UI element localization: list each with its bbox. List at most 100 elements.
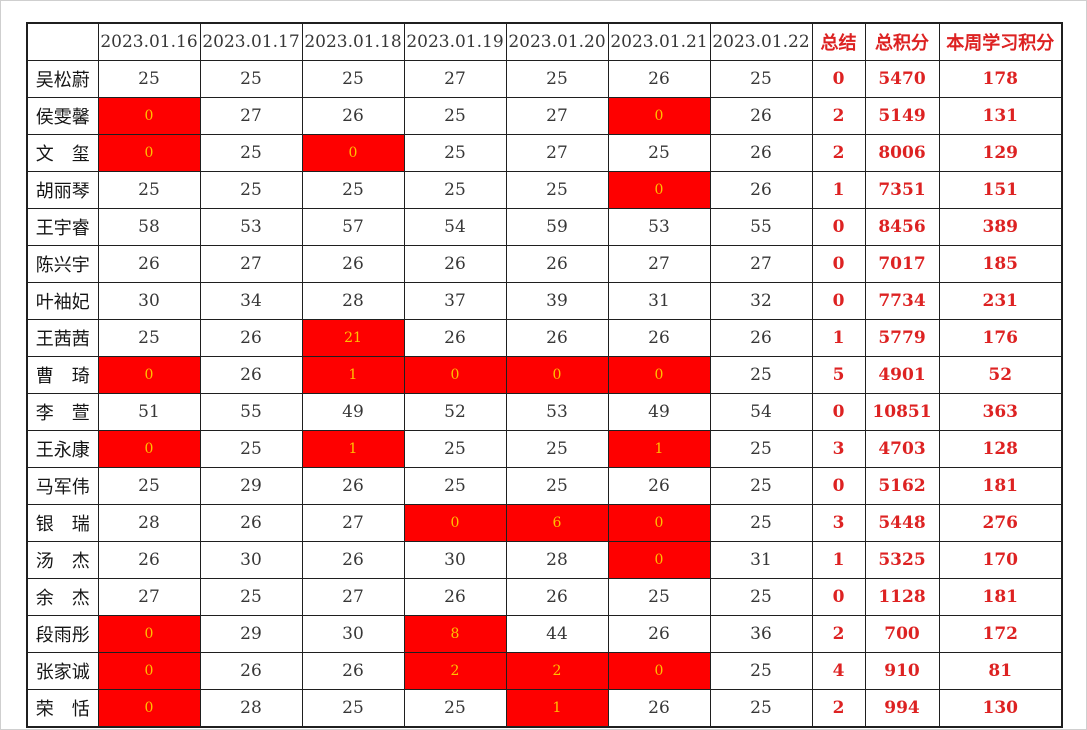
day-score-cell-flagged[interactable]: 0 bbox=[607, 541, 711, 579]
day-score-cell-flagged[interactable]: 1 bbox=[505, 689, 609, 728]
day-score-cell[interactable]: 27 bbox=[199, 97, 303, 135]
day-score-cell[interactable]: 25 bbox=[199, 430, 303, 468]
total-points-cell[interactable]: 8006 bbox=[864, 134, 940, 172]
week-points-cell[interactable]: 130 bbox=[938, 689, 1063, 728]
day-score-cell-flagged[interactable]: 0 bbox=[97, 356, 201, 394]
week-points-cell[interactable]: 176 bbox=[938, 319, 1063, 357]
day-score-cell[interactable]: 25 bbox=[505, 60, 609, 98]
day-score-cell[interactable]: 26 bbox=[403, 578, 507, 616]
day-score-cell[interactable]: 51 bbox=[97, 393, 201, 431]
total-points-cell[interactable]: 5448 bbox=[864, 504, 940, 542]
day-score-cell[interactable]: 28 bbox=[97, 504, 201, 542]
day-score-cell[interactable]: 32 bbox=[709, 282, 813, 320]
total-points-cell[interactable]: 700 bbox=[864, 615, 940, 653]
week-points-cell[interactable]: 389 bbox=[938, 208, 1063, 246]
day-score-cell[interactable]: 26 bbox=[709, 134, 813, 172]
date-column-header[interactable]: 2023.01.17 bbox=[199, 22, 303, 61]
day-score-cell[interactable]: 39 bbox=[505, 282, 609, 320]
day-score-cell[interactable]: 26 bbox=[199, 652, 303, 690]
day-score-cell[interactable]: 31 bbox=[709, 541, 813, 579]
summary-count-cell[interactable]: 2 bbox=[811, 134, 866, 172]
student-name-cell[interactable]: 马军伟 bbox=[26, 467, 99, 505]
day-score-cell[interactable]: 30 bbox=[97, 282, 201, 320]
student-name-cell[interactable]: 银 瑞 bbox=[26, 504, 99, 542]
summary-count-cell[interactable]: 1 bbox=[811, 541, 866, 579]
day-score-cell[interactable]: 25 bbox=[709, 578, 813, 616]
day-score-cell-flagged[interactable]: 0 bbox=[403, 504, 507, 542]
day-score-cell-flagged[interactable]: 1 bbox=[607, 430, 711, 468]
day-score-cell[interactable]: 25 bbox=[403, 467, 507, 505]
week-points-cell[interactable]: 81 bbox=[938, 652, 1063, 690]
student-name-cell[interactable]: 文 玺 bbox=[26, 134, 99, 172]
day-score-cell[interactable]: 25 bbox=[301, 171, 405, 209]
day-score-cell[interactable]: 25 bbox=[97, 319, 201, 357]
total-points-cell[interactable]: 7351 bbox=[864, 171, 940, 209]
day-score-cell[interactable]: 27 bbox=[403, 60, 507, 98]
week-points-cell[interactable]: 151 bbox=[938, 171, 1063, 209]
summary-count-cell[interactable]: 1 bbox=[811, 319, 866, 357]
summary-count-cell[interactable]: 0 bbox=[811, 282, 866, 320]
total-points-column-header[interactable]: 总积分 bbox=[864, 22, 940, 61]
student-name-cell[interactable]: 李 萱 bbox=[26, 393, 99, 431]
student-name-cell[interactable]: 侯雯馨 bbox=[26, 97, 99, 135]
summary-count-cell[interactable]: 4 bbox=[811, 652, 866, 690]
summary-count-cell[interactable]: 1 bbox=[811, 171, 866, 209]
day-score-cell[interactable]: 26 bbox=[403, 245, 507, 283]
total-points-cell[interactable]: 7017 bbox=[864, 245, 940, 283]
day-score-cell[interactable]: 25 bbox=[709, 689, 813, 728]
day-score-cell[interactable]: 27 bbox=[97, 578, 201, 616]
day-score-cell[interactable]: 25 bbox=[505, 171, 609, 209]
student-name-cell[interactable]: 王永康 bbox=[26, 430, 99, 468]
day-score-cell-flagged[interactable]: 0 bbox=[403, 356, 507, 394]
day-score-cell[interactable]: 26 bbox=[301, 97, 405, 135]
total-points-cell[interactable]: 10851 bbox=[864, 393, 940, 431]
day-score-cell[interactable]: 53 bbox=[199, 208, 303, 246]
day-score-cell-flagged[interactable]: 2 bbox=[505, 652, 609, 690]
day-score-cell[interactable]: 25 bbox=[403, 689, 507, 728]
day-score-cell[interactable]: 26 bbox=[301, 541, 405, 579]
day-score-cell[interactable]: 30 bbox=[301, 615, 405, 653]
day-score-cell[interactable]: 54 bbox=[709, 393, 813, 431]
day-score-cell[interactable]: 26 bbox=[709, 97, 813, 135]
student-name-cell[interactable]: 王宇睿 bbox=[26, 208, 99, 246]
day-score-cell[interactable]: 25 bbox=[709, 504, 813, 542]
summary-count-cell[interactable]: 2 bbox=[811, 689, 866, 728]
day-score-cell[interactable]: 26 bbox=[199, 319, 303, 357]
day-score-cell-flagged[interactable]: 0 bbox=[607, 171, 711, 209]
summary-count-cell[interactable]: 0 bbox=[811, 245, 866, 283]
day-score-cell-flagged[interactable]: 2 bbox=[403, 652, 507, 690]
day-score-cell-flagged[interactable]: 6 bbox=[505, 504, 609, 542]
day-score-cell[interactable]: 49 bbox=[301, 393, 405, 431]
total-points-cell[interactable]: 8456 bbox=[864, 208, 940, 246]
day-score-cell[interactable]: 25 bbox=[709, 652, 813, 690]
day-score-cell-flagged[interactable]: 0 bbox=[97, 134, 201, 172]
day-score-cell[interactable]: 26 bbox=[607, 689, 711, 728]
summary-count-cell[interactable]: 0 bbox=[811, 60, 866, 98]
week-points-cell[interactable]: 52 bbox=[938, 356, 1063, 394]
day-score-cell-flagged[interactable]: 0 bbox=[607, 504, 711, 542]
student-name-cell[interactable]: 叶袖妃 bbox=[26, 282, 99, 320]
day-score-cell[interactable]: 26 bbox=[301, 467, 405, 505]
day-score-cell[interactable]: 25 bbox=[403, 171, 507, 209]
day-score-cell[interactable]: 25 bbox=[709, 60, 813, 98]
day-score-cell-flagged[interactable]: 1 bbox=[301, 356, 405, 394]
summary-count-cell[interactable]: 0 bbox=[811, 208, 866, 246]
day-score-cell[interactable]: 25 bbox=[403, 134, 507, 172]
student-name-cell[interactable]: 吴松蔚 bbox=[26, 60, 99, 98]
day-score-cell[interactable]: 26 bbox=[301, 245, 405, 283]
day-score-cell[interactable]: 29 bbox=[199, 615, 303, 653]
total-points-cell[interactable]: 5162 bbox=[864, 467, 940, 505]
day-score-cell-flagged[interactable]: 0 bbox=[97, 97, 201, 135]
day-score-cell[interactable]: 53 bbox=[505, 393, 609, 431]
summary-count-cell[interactable]: 2 bbox=[811, 615, 866, 653]
day-score-cell[interactable]: 25 bbox=[709, 356, 813, 394]
day-score-cell[interactable]: 52 bbox=[403, 393, 507, 431]
day-score-cell-flagged[interactable]: 0 bbox=[607, 652, 711, 690]
week-points-cell[interactable]: 181 bbox=[938, 467, 1063, 505]
day-score-cell[interactable]: 26 bbox=[97, 541, 201, 579]
summary-count-cell[interactable]: 3 bbox=[811, 430, 866, 468]
day-score-cell[interactable]: 26 bbox=[607, 60, 711, 98]
day-score-cell[interactable]: 25 bbox=[505, 467, 609, 505]
day-score-cell[interactable]: 26 bbox=[607, 319, 711, 357]
day-score-cell[interactable]: 27 bbox=[505, 134, 609, 172]
